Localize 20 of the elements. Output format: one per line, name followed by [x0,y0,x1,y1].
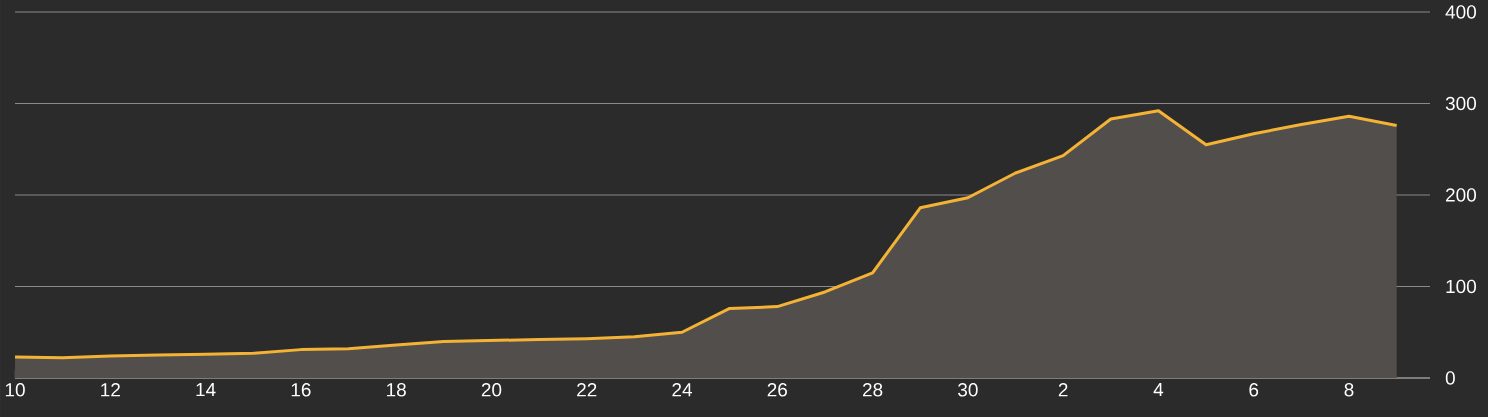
y-tick-label: 0 [1445,371,1455,385]
x-tick-label: 14 [196,383,216,397]
y-tick-label: 200 [1446,188,1477,202]
x-tick-label: 16 [291,383,311,397]
x-tick-label: 4 [1153,383,1164,397]
x-tick-label: 6 [1249,383,1259,397]
x-tick-label: 24 [672,383,693,397]
x-tick-label: 8 [1344,383,1354,397]
x-tick-label: 18 [387,383,406,397]
y-tick-label: 300 [1445,96,1477,111]
x-tick-label: 10 [5,383,25,397]
x-tick-label: 20 [481,383,502,397]
x-tick-label: 12 [101,383,120,397]
x-tick-label: 30 [958,383,978,397]
y-tick-label: 100 [1446,279,1477,294]
x-tick-label: 2 [1058,383,1068,397]
x-tick-label: 26 [767,383,788,397]
x-tick-label: 28 [862,383,883,397]
y-tick-label: 400 [1445,5,1477,19]
x-tick-label: 22 [577,383,597,397]
